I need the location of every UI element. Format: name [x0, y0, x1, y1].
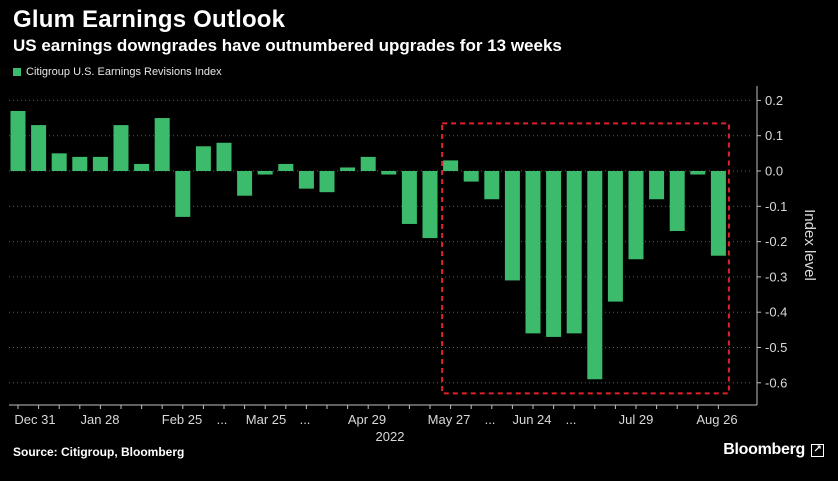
x-tick-label: Dec 31 — [14, 412, 55, 427]
bar — [92, 156, 108, 171]
legend: Citigroup U.S. Earnings Revisions Index — [13, 66, 222, 78]
x-tick-label: Apr 29 — [348, 412, 386, 427]
x-tick-label: ... — [566, 412, 577, 427]
y-tick-label: 0.1 — [765, 128, 783, 143]
bar — [381, 171, 397, 175]
bar — [113, 125, 129, 171]
bar — [587, 171, 603, 380]
bar — [278, 163, 294, 171]
y-tick-label: 0.0 — [765, 164, 783, 179]
external-link-icon[interactable]: ↗ — [811, 443, 824, 457]
x-tick-label: ... — [300, 412, 311, 427]
bar — [195, 146, 211, 171]
y-tick-label: -0.5 — [765, 340, 787, 355]
y-axis-title: Index level — [801, 209, 818, 281]
bar — [628, 171, 644, 260]
bar — [525, 171, 541, 334]
bar — [443, 160, 459, 171]
chart-subtitle: US earnings downgrades have outnumbered … — [13, 36, 562, 55]
bar — [669, 171, 685, 232]
x-tick-label: Aug 26 — [696, 412, 737, 427]
bar — [237, 171, 253, 196]
x-tick-label: Feb 25 — [162, 412, 202, 427]
bar — [134, 163, 150, 171]
y-tick-label: -0.2 — [765, 234, 787, 249]
x-tick-label: ... — [485, 412, 496, 427]
x-tick-label: Mar 25 — [246, 412, 286, 427]
x-tick-label: Jul 29 — [619, 412, 654, 427]
x-tick-label: Jan 28 — [80, 412, 119, 427]
bar — [710, 171, 726, 256]
bar — [31, 125, 47, 171]
y-tick-label: 0.2 — [765, 93, 783, 108]
brand-label: Bloomberg — [723, 441, 805, 458]
bar — [216, 142, 232, 171]
bar — [504, 171, 520, 281]
legend-swatch — [13, 68, 21, 76]
bar — [607, 171, 623, 302]
bar — [546, 171, 562, 337]
legend-label: Citigroup U.S. Earnings Revisions Index — [26, 66, 222, 78]
bar — [360, 156, 376, 171]
bar — [690, 171, 706, 175]
chart-title: Glum Earnings Outlook — [13, 6, 286, 33]
bar — [649, 171, 665, 200]
y-tick-label: -0.3 — [765, 269, 787, 284]
bar — [463, 171, 479, 182]
bar — [257, 171, 273, 175]
bar — [484, 171, 500, 200]
bar — [10, 110, 26, 171]
x-tick-label: May 27 — [428, 412, 471, 427]
highlight-box — [441, 122, 730, 395]
bar — [340, 167, 356, 171]
bar — [154, 118, 170, 171]
bar — [175, 171, 191, 217]
bar — [298, 171, 314, 189]
y-tick-label: -0.6 — [765, 375, 787, 390]
y-tick-label: -0.4 — [765, 305, 787, 320]
bloomberg-logo: Bloomberg ↗ — [723, 441, 824, 459]
x-tick-label: Jun 24 — [512, 412, 551, 427]
y-tick-label: -0.1 — [765, 199, 787, 214]
bar — [422, 171, 438, 239]
source-note: Source: Citigroup, Bloomberg — [13, 445, 185, 459]
bar — [566, 171, 582, 334]
bar — [319, 171, 335, 193]
bar — [51, 153, 67, 171]
x-tick-label: ... — [217, 412, 228, 427]
bar — [401, 171, 417, 224]
bar — [72, 156, 88, 171]
x-year-label: 2022 — [376, 429, 405, 444]
